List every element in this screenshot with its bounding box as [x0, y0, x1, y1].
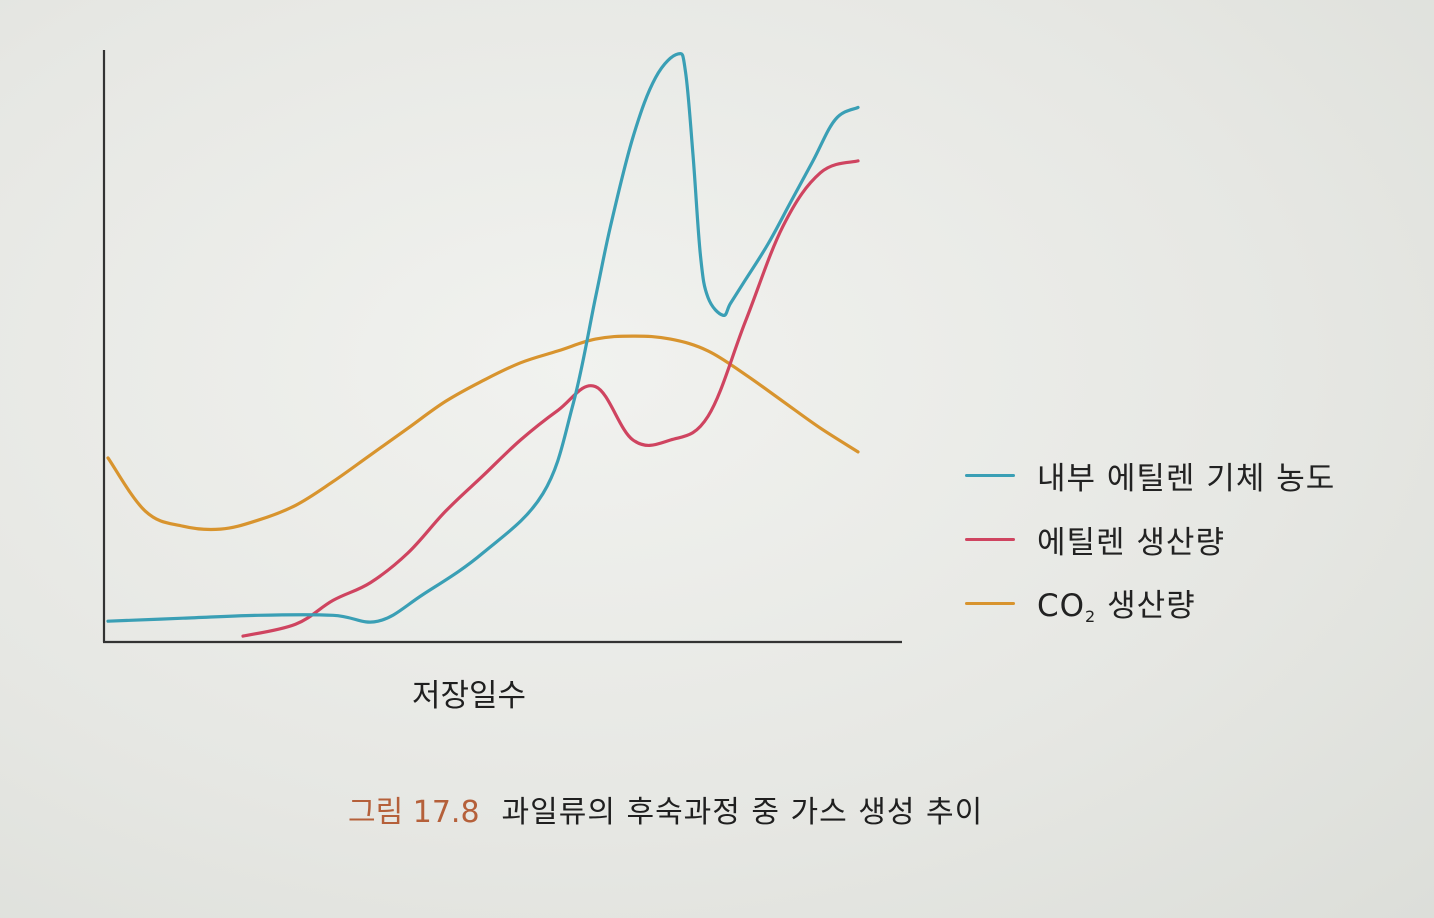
- x-axis-label: 저장일수: [412, 678, 527, 714]
- series-layer: [106, 52, 860, 638]
- legend-item-internal-ethylene: 내부 에틸렌 기체 농도: [965, 443, 1335, 507]
- legend-item-ethylene-production: 에틸렌 생산량: [965, 507, 1335, 571]
- series-line-co2-production: [106, 334, 860, 532]
- series-line-internal-ethylene: [106, 52, 860, 624]
- legend: 내부 에틸렌 기체 농도 에틸렌 생산량 CO2 생산량: [965, 443, 1335, 635]
- legend-swatch-ethylene-production: [965, 537, 1015, 541]
- figure-caption-text: 과일류의 후숙과정 중 가스 생성 추이: [501, 795, 984, 830]
- figure-caption: 그림 17.8 과일류의 후숙과정 중 가스 생성 추이: [348, 787, 983, 831]
- series-line-ethylene-production: [241, 159, 860, 638]
- legend-label-co2-production: CO2 생산량: [1037, 580, 1196, 626]
- co2-label-subscript: 2: [1085, 607, 1097, 626]
- legend-swatch-internal-ethylene: [965, 473, 1015, 477]
- legend-swatch-co2-production: [965, 601, 1015, 605]
- co2-label-main: CO: [1037, 588, 1086, 624]
- legend-label-internal-ethylene: 내부 에틸렌 기체 농도: [1037, 460, 1336, 497]
- figure-number: 그림 17.8: [348, 795, 480, 830]
- legend-label-ethylene-production: 에틸렌 생산량: [1037, 524, 1225, 561]
- legend-item-co2-production: CO2 생산량: [965, 571, 1335, 635]
- co2-label-rest: 생산량: [1096, 588, 1196, 624]
